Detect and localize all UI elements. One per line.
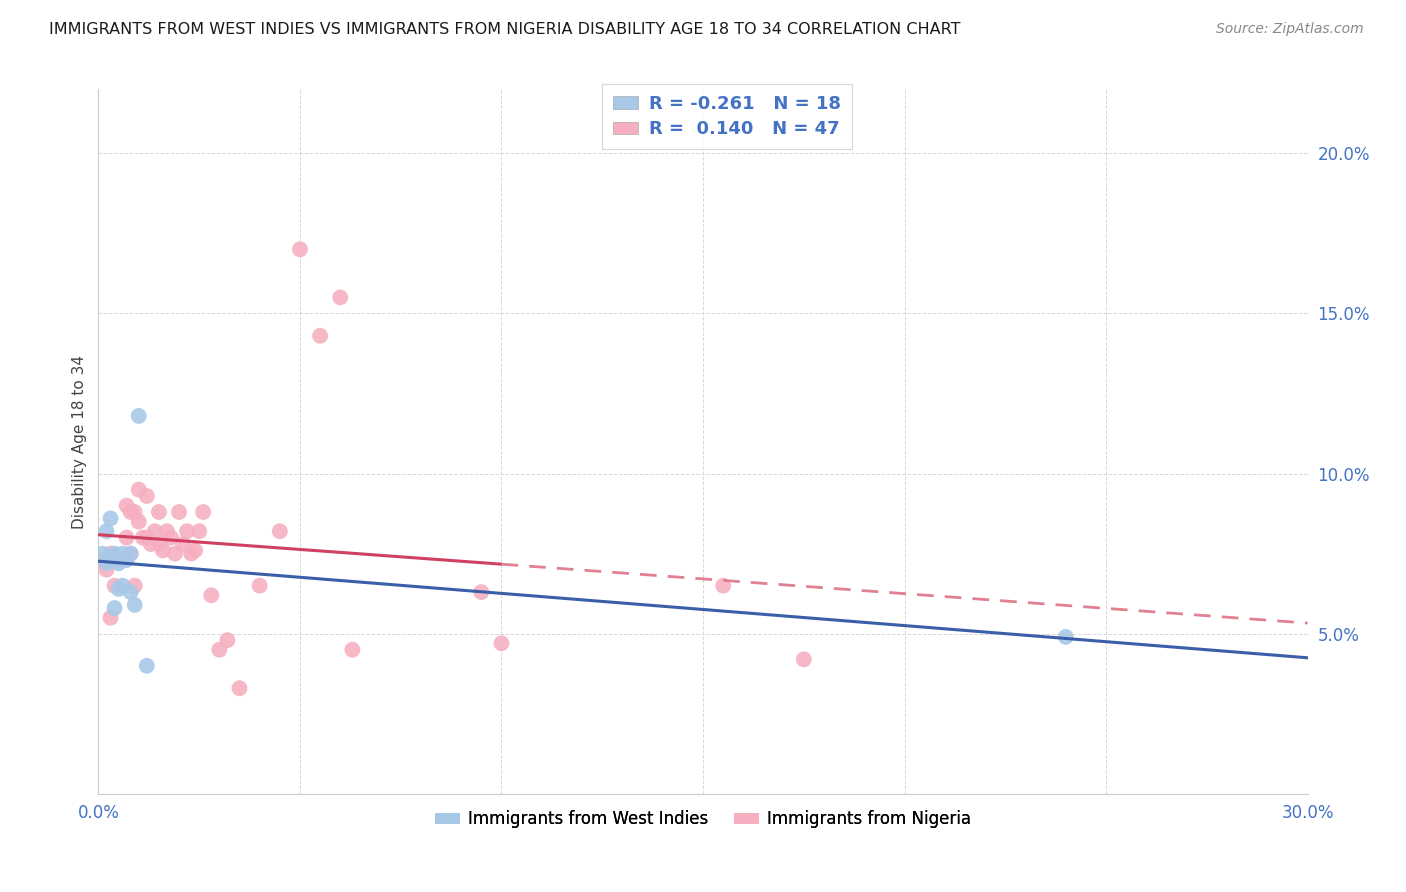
Point <box>124 579 146 593</box>
Point <box>124 598 146 612</box>
Text: Source: ZipAtlas.com: Source: ZipAtlas.com <box>1216 22 1364 37</box>
Point <box>132 531 155 545</box>
Point <box>163 547 186 561</box>
Point <box>120 505 142 519</box>
Point <box>249 579 271 593</box>
Point <box>96 556 118 570</box>
Point <box>100 553 122 567</box>
Point <box>148 505 170 519</box>
Point <box>111 553 134 567</box>
Point <box>139 537 162 551</box>
Point <box>91 547 114 561</box>
Point <box>184 543 207 558</box>
Point <box>288 243 311 257</box>
Point <box>107 553 129 567</box>
Point <box>120 585 142 599</box>
Point <box>180 547 202 561</box>
Point <box>135 489 157 503</box>
Point <box>135 531 157 545</box>
Point <box>188 524 211 539</box>
Point <box>100 511 122 525</box>
Point <box>172 537 194 551</box>
Point <box>193 505 215 519</box>
Point <box>200 588 222 602</box>
Point <box>793 652 815 666</box>
Point <box>115 499 138 513</box>
Point <box>167 505 190 519</box>
Legend: Immigrants from West Indies, Immigrants from Nigeria: Immigrants from West Indies, Immigrants … <box>429 804 977 835</box>
Point <box>103 579 125 593</box>
Y-axis label: Disability Age 18 to 34: Disability Age 18 to 34 <box>72 354 87 529</box>
Point <box>269 524 291 539</box>
Point <box>143 524 166 539</box>
Point <box>711 579 734 593</box>
Point <box>156 524 179 539</box>
Point <box>470 585 492 599</box>
Point <box>107 582 129 596</box>
Point <box>103 601 125 615</box>
Point <box>115 531 138 545</box>
Point <box>103 547 125 561</box>
Point <box>152 543 174 558</box>
Point <box>96 524 118 539</box>
Point <box>128 409 150 423</box>
Point <box>124 505 146 519</box>
Text: IMMIGRANTS FROM WEST INDIES VS IMMIGRANTS FROM NIGERIA DISABILITY AGE 18 TO 34 C: IMMIGRANTS FROM WEST INDIES VS IMMIGRANT… <box>49 22 960 37</box>
Point <box>491 636 513 650</box>
Point <box>111 579 134 593</box>
Point <box>111 547 134 561</box>
Point <box>100 547 122 561</box>
Point <box>115 553 138 567</box>
Point <box>309 328 332 343</box>
Point <box>120 547 142 561</box>
Point <box>120 547 142 561</box>
Point <box>91 553 114 567</box>
Point <box>228 681 250 696</box>
Point <box>135 658 157 673</box>
Point <box>107 556 129 570</box>
Point <box>329 290 352 304</box>
Point <box>342 642 364 657</box>
Point <box>160 531 183 545</box>
Point <box>100 610 122 624</box>
Point <box>96 563 118 577</box>
Point <box>1054 630 1077 644</box>
Point <box>217 633 239 648</box>
Point <box>176 524 198 539</box>
Point <box>208 642 231 657</box>
Point <box>128 515 150 529</box>
Point <box>148 537 170 551</box>
Point <box>128 483 150 497</box>
